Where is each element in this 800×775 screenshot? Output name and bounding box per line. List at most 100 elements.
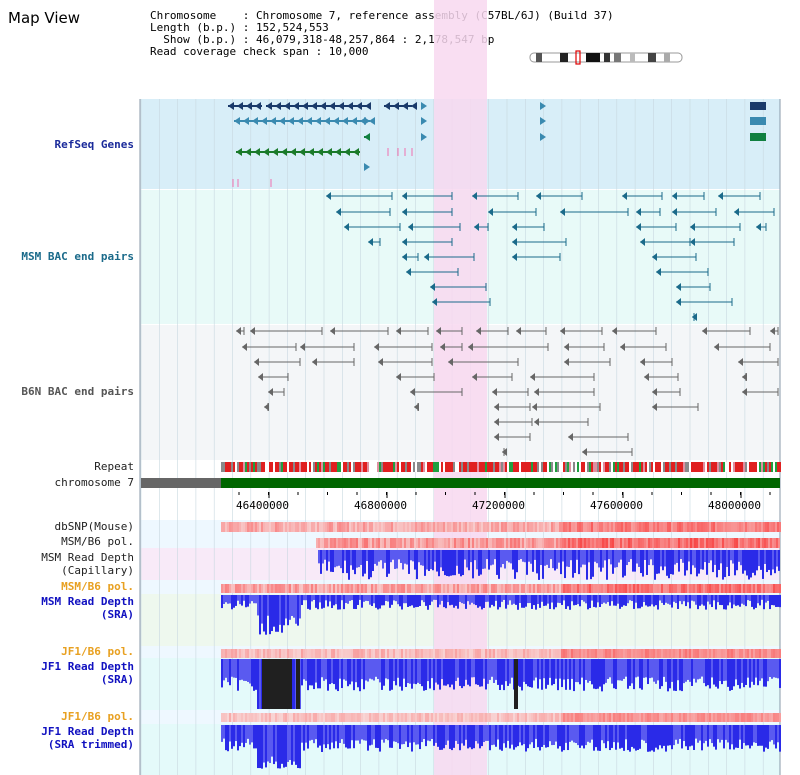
msm-b6-pol-2-heat <box>509 584 511 593</box>
jf1-b6-pol-heat <box>747 649 749 658</box>
jf1-sra-depth-bar <box>551 659 553 686</box>
msm-b6-pol-2-heat <box>779 584 781 593</box>
repeat-segment <box>779 462 781 472</box>
jf1-sra-depth-bar <box>471 659 473 678</box>
jf1-b6-pol-heat <box>765 649 767 658</box>
jf1-b6-pol-2-heat <box>651 713 653 722</box>
jf1-sra-depth-bar <box>509 659 511 684</box>
b6n-bac-pair-end <box>396 327 401 335</box>
msm-sra-depth-bar <box>769 595 771 610</box>
gene-arrow <box>290 148 296 156</box>
b6n-bac-pair-end <box>612 327 617 335</box>
jf1-b6-pol-heat <box>555 649 557 658</box>
msm-sra-depth-bar <box>629 595 631 601</box>
jf1-sra-depth-bar <box>255 659 257 690</box>
b6n-bac-pair-end <box>330 327 335 335</box>
jf1-b6-pol-2-heat <box>421 713 423 722</box>
jf1-b6-pol-2-heat <box>221 713 223 722</box>
jf1-sra-depth-bar <box>221 659 223 688</box>
repeat-segment <box>695 462 697 472</box>
msm-sra-depth-bar <box>363 595 365 602</box>
jf1-b6-pol-heat <box>547 649 549 658</box>
msm-cap-depth-bar <box>526 550 528 575</box>
repeat-segment <box>355 462 357 472</box>
msm-b6-pol-heat <box>602 538 604 548</box>
b6n-bac-pair-end <box>378 358 383 366</box>
msm-sra-depth-bar <box>749 595 751 601</box>
repeat-segment <box>443 462 445 472</box>
msm-sra-depth-bar <box>277 595 279 632</box>
jf1-b6-pol-2-heat <box>521 713 523 722</box>
msm-b6-pol-2-heat <box>435 584 437 593</box>
msm-sra-depth-bar <box>539 595 541 608</box>
dbsnp-heat <box>601 522 603 532</box>
jf1-b6-pol-heat <box>713 649 715 658</box>
msm-sra-depth-bar <box>557 595 559 603</box>
jf1-b6-pol-2-heat <box>539 713 541 722</box>
dbsnp-heat <box>345 522 347 532</box>
repeat-segment <box>285 462 287 472</box>
repeat-segment <box>445 462 447 472</box>
track-label-msm-bac: MSM BAC end pairs <box>21 250 134 263</box>
jf1-b6-pol-2-heat <box>349 713 351 722</box>
jf1-b6-pol-2-heat <box>405 713 407 722</box>
jf1-b6-pol-2-heat <box>443 713 445 722</box>
msm-bac-pair-end <box>430 283 435 291</box>
msm-cap-depth-bar <box>344 550 346 561</box>
repeat-segment <box>415 462 417 472</box>
gene-arrow <box>402 102 408 110</box>
msm-b6-pol-heat <box>592 538 594 548</box>
msm-cap-depth-bar <box>446 550 448 576</box>
msm-b6-pol-heat <box>666 538 668 548</box>
repeat-segment <box>305 462 307 472</box>
repeat-segment <box>683 462 685 472</box>
msm-b6-pol-2-heat <box>719 584 721 593</box>
jf1-b6-pol-heat <box>659 649 661 658</box>
msm-b6-pol-heat <box>398 538 400 548</box>
msm-bac-pair-end <box>512 253 517 261</box>
dbsnp-heat <box>571 522 573 532</box>
msm-b6-pol-heat <box>766 538 768 548</box>
jf1-trim-depth-bar <box>265 725 267 768</box>
dbsnp-heat <box>297 522 299 532</box>
jf1-b6-pol-2-heat <box>375 713 377 722</box>
jf1-sra-depth-bar <box>589 659 591 681</box>
msm-cap-depth-bar <box>704 550 706 563</box>
jf1-trim-depth-bar <box>723 725 725 749</box>
msm-b6-pol-2-heat <box>323 584 325 593</box>
jf1-b6-pol-heat <box>429 649 431 658</box>
jf1-sra-depth-bar <box>693 659 695 679</box>
b6n-bac-pair-end <box>250 327 255 335</box>
msm-bac-pair-end <box>406 268 411 276</box>
jf1-trim-depth-bar <box>589 725 591 743</box>
jf1-trim-depth-bar <box>247 725 249 739</box>
msm-b6-pol-2-heat <box>717 584 719 593</box>
jf1-sra-depth-bar <box>751 659 753 682</box>
msm-b6-pol-2-heat <box>641 584 643 593</box>
jf1-b6-pol-2-heat <box>417 713 419 722</box>
jf1-b6-pol-heat <box>283 649 285 658</box>
dbsnp-heat <box>727 522 729 532</box>
msm-sra-depth-bar <box>693 595 695 602</box>
msm-b6-pol-heat <box>442 538 444 548</box>
jf1-sra-depth-bar <box>597 659 599 689</box>
repeat-segment <box>545 462 547 472</box>
msm-sra-depth-bar <box>459 595 461 602</box>
jf1-b6-pol-2-heat <box>551 713 553 722</box>
jf1-b6-pol-heat <box>403 649 405 658</box>
jf1-trim-depth-bar <box>601 725 603 741</box>
dbsnp-heat <box>229 522 231 532</box>
jf1-b6-pol-heat <box>679 649 681 658</box>
msm-b6-pol-heat <box>444 538 446 548</box>
dbsnp-heat <box>269 522 271 532</box>
jf1-trim-depth-bar <box>571 725 573 741</box>
jf1-trim-depth-bar <box>311 725 313 740</box>
msm-b6-pol-2-heat <box>429 584 431 593</box>
repeat-segment <box>259 462 261 472</box>
msm-b6-pol-2-heat <box>317 584 319 593</box>
msm-sra-depth-bar <box>701 595 703 605</box>
msm-b6-pol-2-heat <box>477 584 479 593</box>
msm-sra-depth-bar <box>351 595 353 601</box>
msm-b6-pol-2-heat <box>521 584 523 593</box>
